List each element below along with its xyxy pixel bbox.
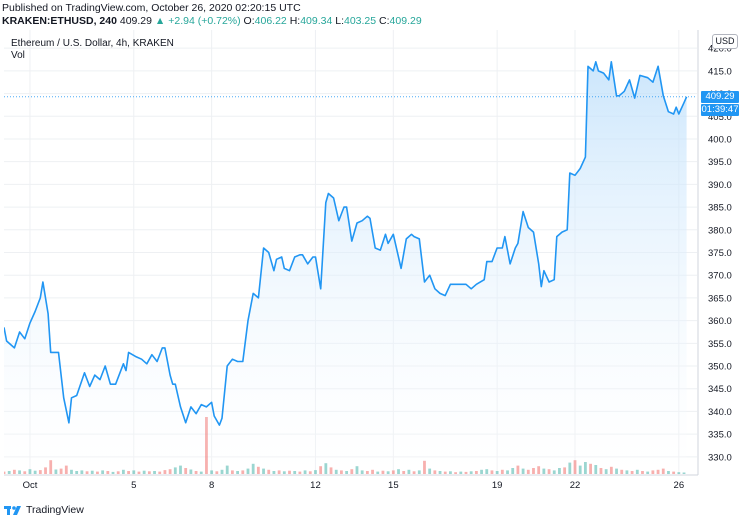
open-label: O: (243, 15, 255, 27)
y-tick-label: 345.0 (708, 384, 732, 395)
last-price-badge: 409.29 (701, 90, 739, 103)
y-tick-label: 340.0 (708, 407, 732, 418)
y-tick-label: 355.0 (708, 339, 732, 350)
price-line (4, 61, 688, 426)
close-label: C: (379, 15, 390, 27)
chart-legend-title: Ethereum / U.S. Dollar, 4h, KRAKEN (11, 38, 174, 49)
currency-button[interactable]: USD (712, 34, 738, 49)
x-tick-label: 26 (674, 480, 685, 491)
ohlc-header: KRAKEN:ETHUSD, 240 409.29 ▲ +2.94 (+0.72… (2, 15, 422, 27)
y-tick-label: 370.0 (708, 271, 732, 282)
x-tick-label: 5 (131, 480, 136, 491)
high-value: 409.34 (300, 15, 333, 27)
x-tick-label: Oct (23, 480, 38, 491)
y-tick-label: 385.0 (708, 203, 732, 214)
y-tick-label: 415.0 (708, 66, 732, 77)
y-tick-label: 395.0 (708, 157, 732, 168)
y-tick-label: 335.0 (708, 430, 732, 441)
y-tick-label: 365.0 (708, 293, 732, 304)
y-tick-label: 405.0 (708, 112, 732, 123)
y-tick-label: 375.0 (708, 248, 732, 259)
x-tick-label: 22 (570, 480, 581, 491)
last-price: 409.29 (119, 15, 152, 27)
price-change: +2.94 (+0.72%) (168, 15, 241, 27)
open-value: 406.22 (254, 15, 287, 27)
published-note: Published on TradingView.com, October 26… (2, 2, 301, 14)
tradingview-logo-icon (4, 506, 21, 515)
x-tick-label: 8 (209, 480, 214, 491)
tradingview-brand-label: TradingView (26, 504, 84, 516)
price-chart[interactable]: 330.0 335.0 340.0 345.0 350.0 355.0 360.0 365.0… (4, 30, 747, 497)
footer-branding[interactable]: TradingView (4, 503, 84, 517)
low-value: 403.25 (344, 15, 377, 27)
x-tick-label: 15 (388, 480, 399, 491)
low-label: L: (335, 15, 344, 27)
y-tick-label: 330.0 (708, 452, 732, 463)
y-tick-label: 380.0 (708, 225, 732, 236)
y-tick-label: 400.0 (708, 134, 732, 145)
y-tick-label: 360.0 (708, 316, 732, 327)
x-tick-label: 12 (310, 480, 321, 491)
volume-legend: Vol (11, 50, 25, 61)
up-arrow-icon: ▲ (154, 15, 166, 27)
close-value: 409.29 (389, 15, 422, 27)
y-tick-label: 390.0 (708, 180, 732, 191)
price-area-fill (4, 61, 687, 476)
y-tick-label: 350.0 (708, 362, 732, 373)
high-label: H: (289, 15, 301, 27)
x-tick-label: 19 (492, 480, 503, 491)
y-tick-label: 420.0 (708, 44, 732, 55)
chart-frame[interactable]: 330.0 335.0 340.0 345.0 350.0 355.0 360.0 365.0… (4, 30, 747, 497)
symbol-label: KRAKEN:ETHUSD, 240 (2, 15, 117, 27)
bar-countdown-badge: 01:39:47 (701, 103, 739, 116)
